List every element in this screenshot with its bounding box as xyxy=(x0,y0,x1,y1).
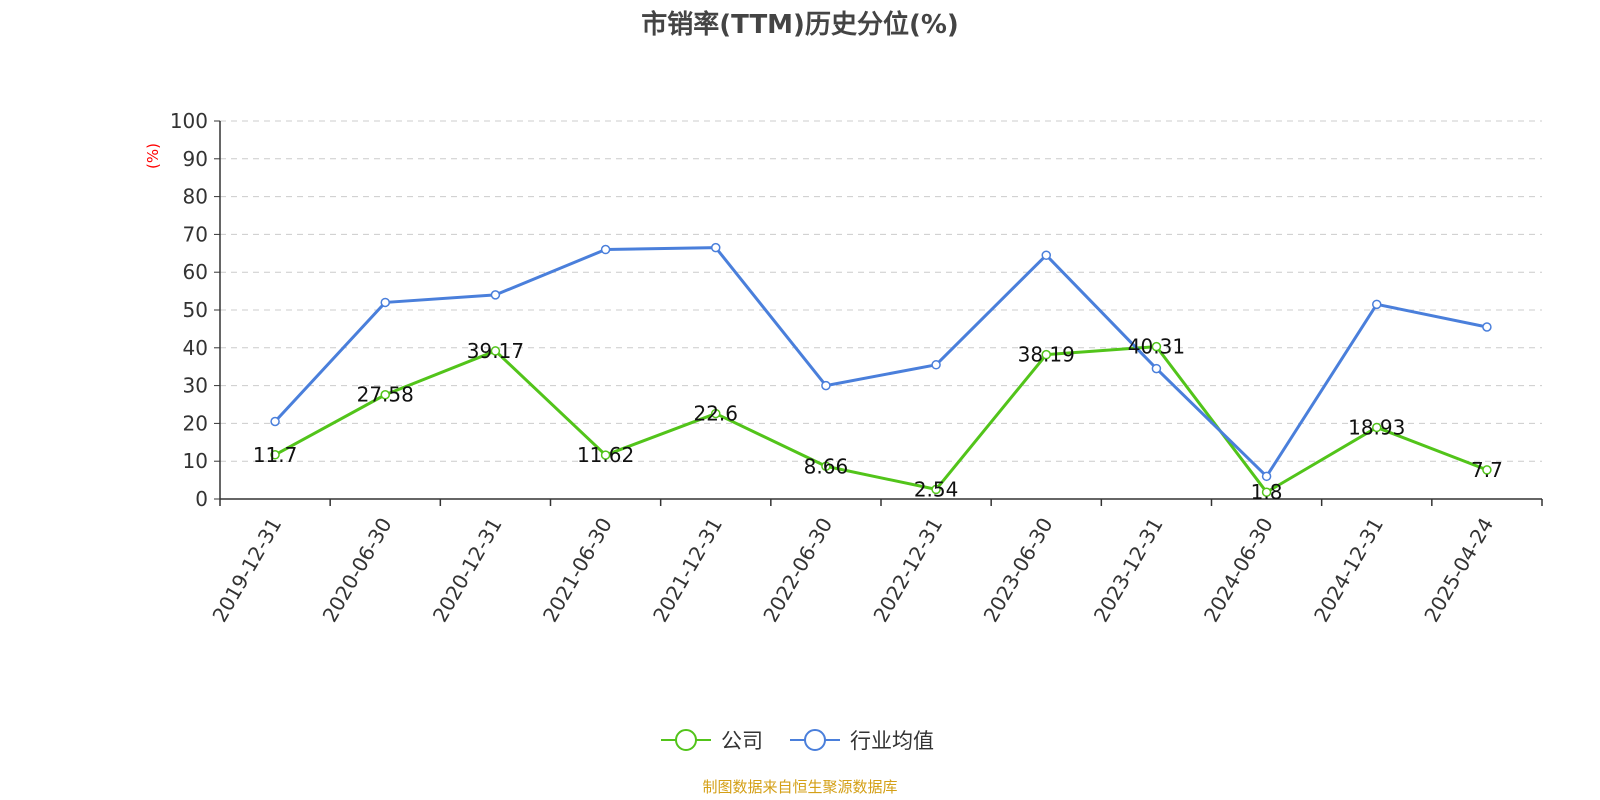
data-label: 38.19 xyxy=(1018,343,1075,367)
data-label: 18.93 xyxy=(1348,415,1405,439)
data-point xyxy=(600,244,611,255)
data-point xyxy=(711,242,721,253)
legend-item-0[interactable]: 公司 xyxy=(661,729,763,753)
legend[interactable]: 公司 行业均值 xyxy=(661,729,934,753)
data-point xyxy=(821,380,831,391)
y-tick-label: 40 xyxy=(183,336,208,360)
x-tick-label: 2025-04-24 xyxy=(1419,514,1498,627)
data-point xyxy=(490,346,501,356)
data-point xyxy=(1372,299,1382,310)
y-tick-label: 60 xyxy=(183,260,208,284)
x-tick-label: 2019-12-31 xyxy=(207,514,286,627)
series-line-0 xyxy=(274,345,1488,494)
y-tick-label: 0 xyxy=(195,487,208,511)
legend-label: 行业均值 xyxy=(850,729,934,753)
data-point xyxy=(1482,322,1492,332)
data-label: 39.17 xyxy=(467,339,524,363)
x-tick-label: 2024-12-31 xyxy=(1309,514,1388,627)
x-tick-label: 2023-06-30 xyxy=(979,514,1058,627)
y-tick-label: 30 xyxy=(183,374,208,398)
y-tick-label: 20 xyxy=(183,411,208,435)
data-label: 40.31 xyxy=(1128,335,1185,359)
data-point xyxy=(490,290,501,300)
data-point xyxy=(380,389,390,400)
data-label: 11.62 xyxy=(577,443,634,467)
legend-label: 公司 xyxy=(721,729,763,753)
data-point xyxy=(1372,422,1382,433)
data-label: 2.54 xyxy=(914,477,959,501)
x-tick-label: 2020-06-30 xyxy=(318,514,397,627)
data-point xyxy=(1151,363,1162,374)
data-label: 22.6 xyxy=(693,402,738,426)
grid-lines xyxy=(220,120,1542,462)
series-line-1 xyxy=(273,246,1488,478)
y-tick-label: 70 xyxy=(183,222,208,246)
legend-item-1[interactable]: 行业均值 xyxy=(790,729,934,753)
data-label: 7.7 xyxy=(1471,458,1503,482)
data-point xyxy=(1041,349,1051,360)
x-tick-label: 2020-12-31 xyxy=(428,514,507,627)
data-point xyxy=(270,450,280,460)
series-layer xyxy=(270,242,1492,497)
chart-title: 市销率(TTM)历史分位(%) xyxy=(641,9,959,40)
data-labels: 11.7 27.58 39.17 11.62 22.6 8.66 2.54 38.19 40.3… xyxy=(253,335,1503,505)
legend-marker-icon xyxy=(675,729,697,751)
data-point xyxy=(821,461,831,472)
x-tick-label: 2023-12-31 xyxy=(1089,514,1168,627)
data-label: 11.7 xyxy=(253,443,298,467)
data-point xyxy=(380,297,390,308)
data-point xyxy=(1482,465,1492,475)
data-point xyxy=(1041,250,1051,260)
x-tick-label: 2021-06-30 xyxy=(538,514,617,627)
legend-marker-icon xyxy=(804,729,826,751)
data-point xyxy=(931,360,941,370)
data-point xyxy=(270,416,280,427)
y-axis-unit-label: (%) xyxy=(144,143,162,169)
x-tick-label: 2022-12-31 xyxy=(868,513,947,626)
data-point xyxy=(1261,487,1272,497)
x-tick-label: 2021-12-31 xyxy=(648,514,727,627)
data-label: 8.66 xyxy=(804,454,849,478)
source-note: 制图数据来自恒生聚源数据库 xyxy=(702,778,897,796)
x-tick-label: 2022-06-30 xyxy=(758,514,837,627)
x-tick-label: 2024-06-30 xyxy=(1199,514,1278,627)
data-label: 27.58 xyxy=(357,383,414,407)
data-point xyxy=(600,450,611,460)
y-tick-label: 10 xyxy=(183,449,208,473)
data-point xyxy=(1151,341,1162,352)
data-label: 1.8 xyxy=(1251,480,1283,504)
data-point xyxy=(931,484,941,495)
y-tick-label: 50 xyxy=(183,298,208,322)
data-point xyxy=(1261,471,1272,482)
y-tick-label: 90 xyxy=(183,147,208,171)
data-point xyxy=(711,408,721,419)
y-tick-label: 80 xyxy=(183,185,208,209)
y-tick-label: 100 xyxy=(170,109,208,133)
